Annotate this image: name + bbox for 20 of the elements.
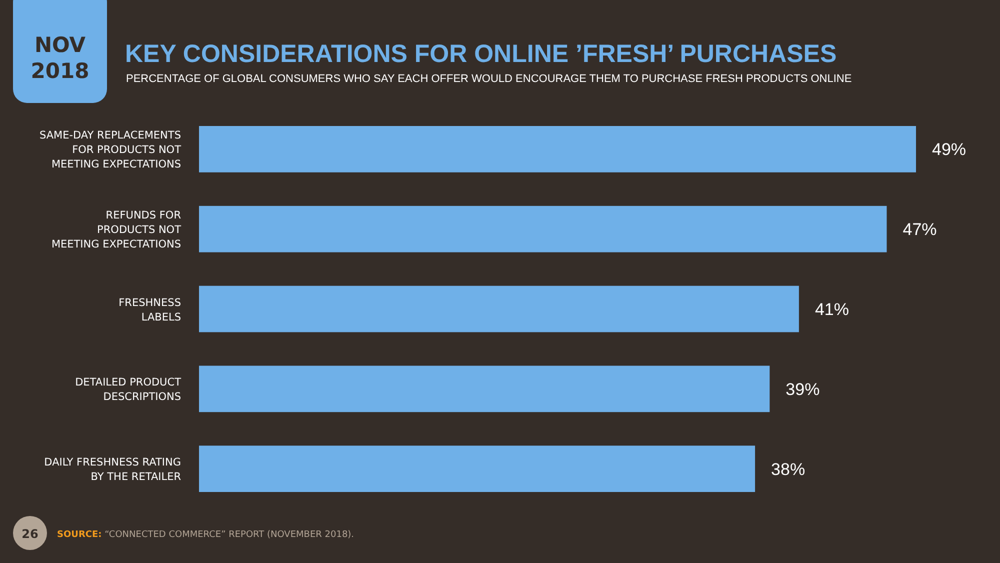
bar [199,206,887,252]
bar [199,446,756,492]
chart-subtitle: PERCENTAGE OF GLOBAL CONSUMERS WHO SAY EACH OFFER WOULD ENCOURAGE THEM TO PURCHASE FRESH PRODUCTS ONLINE [126,73,852,85]
data-label: 39% [786,380,820,399]
y-tick-label: FRESHNESS LABELS [118,296,182,324]
source-note: SOURCE: “CONNECTED COMMERCE” REPORT (NOVEMBER 2018). [57,530,354,540]
chart-title: KEY CONSIDERATIONS FOR ONLINE ’FRESH’ PURCHASES [125,40,837,68]
text: NOV 2018 [30,33,90,83]
bar [199,366,770,412]
data-label: 47% [902,220,937,240]
y-tick-label: SAME-DAY REPLACEMENTS FOR PRODUCTS NOT MEETING EXPECTATIONS [40,130,182,171]
bar [199,126,916,172]
bar [199,286,799,332]
y-tick-label: REFUNDS FOR PRODUCTS NOT MEETING EXPECTATIONS [51,210,182,251]
data-label: 49% [932,140,966,160]
y-tick-label: DETAILED PRODUCT DESCRIPTIONS [75,376,182,404]
text: 26 [22,527,38,541]
data-label: 38% [771,460,806,479]
y-tick-label: DAILY FRESHNESS RATING BY THE RETAILER [44,456,181,484]
data-label: 41% [814,300,849,319]
